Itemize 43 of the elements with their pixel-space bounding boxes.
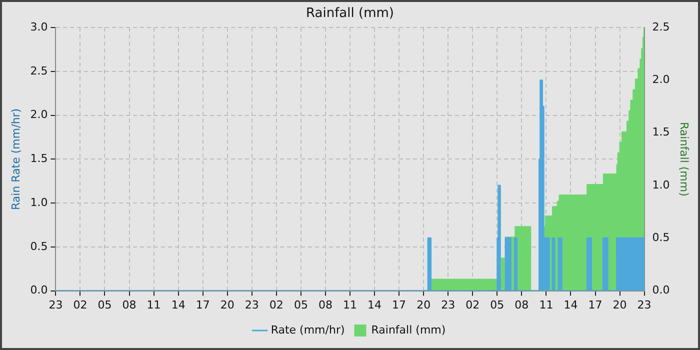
x-tick-label: 08: [514, 298, 529, 312]
x-tick-label: 17: [196, 298, 210, 312]
y-tick-label: 0.5: [30, 240, 48, 253]
x-tick-label: 23: [244, 298, 259, 312]
x-tick-label: 23: [48, 298, 63, 312]
x-tick-label: 08: [318, 298, 332, 312]
y2-tick-label: 2.5: [652, 20, 670, 34]
x-tick-label: 14: [171, 298, 186, 312]
y2-tick-label: 0.0: [652, 284, 670, 297]
y2-tick-label: 2.0: [652, 73, 670, 86]
y2-tick-label: 1.0: [652, 178, 670, 192]
y-tick-label: 1.5: [30, 152, 48, 166]
x-tick-label: 11: [539, 298, 554, 312]
y-tick-label: 2.0: [30, 108, 48, 122]
x-tick-label: 02: [466, 298, 480, 312]
legend-label: Rate (mm/hr): [270, 323, 345, 336]
x-tick-label: 02: [269, 298, 284, 312]
legend-label: Rainfall (mm): [371, 323, 446, 336]
x-tick-label: 05: [98, 298, 112, 312]
x-tick-label: 11: [343, 298, 357, 312]
x-tick-label: 05: [490, 298, 504, 312]
y2-tick-label: 1.5: [652, 126, 670, 139]
x-tick-label: 17: [392, 298, 406, 312]
x-tick-label: 11: [146, 298, 161, 312]
y-axis-title: Rain Rate (mm/hr): [9, 108, 22, 210]
x-tick-label: 14: [564, 298, 578, 312]
x-tick-label: 05: [294, 298, 308, 312]
x-tick-label: 20: [612, 298, 627, 312]
y-tick-label: 2.5: [30, 64, 48, 78]
x-tick-label: 23: [441, 298, 456, 312]
x-tick-label: 23: [637, 298, 652, 312]
y-tick-label: 0.0: [30, 284, 48, 297]
y2-axis-title: Rainfall (mm): [678, 122, 691, 196]
x-tick-label: 02: [73, 298, 88, 312]
x-tick-label: 14: [368, 298, 382, 312]
y-tick-label: 3.0: [30, 20, 48, 34]
y2-tick-label: 0.5: [652, 231, 670, 244]
x-tick-label: 20: [220, 298, 234, 312]
x-tick-label: 08: [122, 298, 136, 312]
chart-title: Rainfall (mm): [306, 6, 394, 22]
y-tick-label: 1.0: [30, 196, 48, 209]
x-tick-label: 20: [416, 298, 431, 312]
x-tick-label: 17: [588, 298, 602, 312]
